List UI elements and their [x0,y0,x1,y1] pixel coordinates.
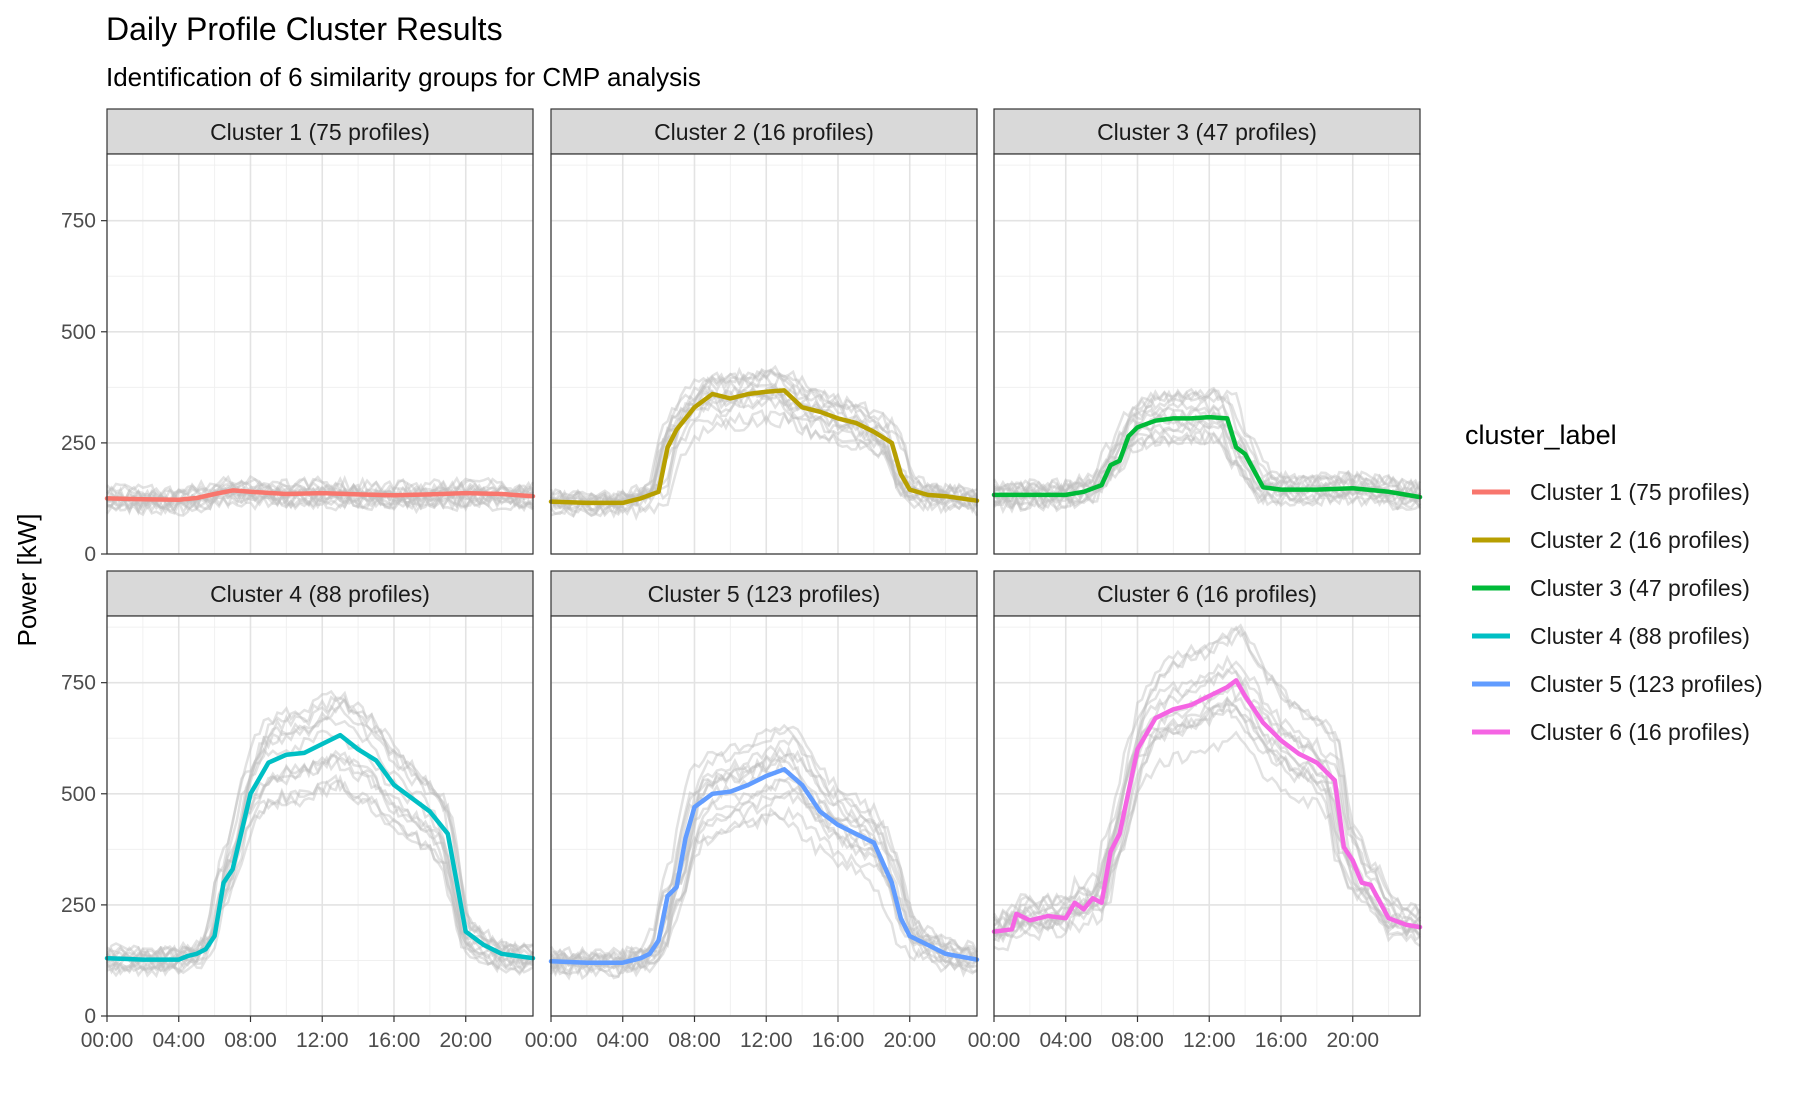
x-tick-label: 00:00 [525,1029,578,1052]
facet-panel: Cluster 1 (75 profiles) 0 250 500 750 [61,109,533,566]
x-tick-label: 08:00 [224,1029,277,1052]
facet-panel: Cluster 4 (88 profiles) 0 250 500 750 00:00 04… [61,571,533,1052]
facet-panel: Cluster 3 (47 profiles) [994,109,1420,554]
x-tick-label: 16:00 [1255,1029,1308,1052]
legend-item: Cluster 4 (88 profiles) [1472,623,1750,649]
y-tick-label: 500 [61,783,96,806]
y-tick-label: 750 [61,672,96,695]
facet-strip-label: Cluster 3 (47 profiles) [1097,119,1317,145]
legend: cluster_label Cluster 1 (75 profiles) Clu… [1465,420,1763,745]
facet-strip-label: Cluster 4 (88 profiles) [210,581,430,607]
legend-label: Cluster 4 (88 profiles) [1530,623,1750,649]
x-tick-label: 16:00 [812,1029,865,1052]
x-tick-label: 04:00 [596,1029,649,1052]
legend-label: Cluster 2 (16 profiles) [1530,527,1750,553]
legend-item: Cluster 3 (47 profiles) [1472,575,1750,601]
legend-item: Cluster 1 (75 profiles) [1472,479,1750,505]
y-tick-label: 0 [84,543,96,566]
legend-label: Cluster 3 (47 profiles) [1530,575,1750,601]
legend-label: Cluster 1 (75 profiles) [1530,479,1750,505]
chart-subtitle: Identification of 6 similarity groups fo… [106,62,701,92]
legend-item: Cluster 6 (16 profiles) [1472,719,1750,745]
y-tick-label: 750 [61,210,96,233]
x-tick-label: 00:00 [968,1029,1021,1052]
x-tick-label: 20:00 [1326,1029,1379,1052]
facet-panel: Cluster 6 (16 profiles) 00:00 04:00 08:00 12… [968,571,1420,1052]
y-tick-label: 250 [61,432,96,455]
facet-strip-label: Cluster 1 (75 profiles) [210,119,430,145]
facet-panel: Cluster 5 (123 profiles) 00:00 04:00 08:00 1… [525,571,977,1052]
facet-panels: Cluster 1 (75 profiles)0250500750Cluster… [61,109,1420,1052]
y-tick-label: 250 [61,894,96,917]
y-tick-label: 0 [84,1005,96,1028]
x-tick-label: 20:00 [439,1029,492,1052]
legend-label: Cluster 6 (16 profiles) [1530,719,1750,745]
facet-strip-label: Cluster 2 (16 profiles) [654,119,874,145]
x-tick-label: 04:00 [1039,1029,1092,1052]
x-tick-label: 00:00 [81,1029,134,1052]
x-tick-label: 12:00 [740,1029,793,1052]
facet-strip-label: Cluster 5 (123 profiles) [648,581,881,607]
x-tick-label: 12:00 [1183,1029,1236,1052]
y-tick-label: 500 [61,321,96,344]
x-tick-label: 16:00 [368,1029,421,1052]
facet-strip-label: Cluster 6 (16 profiles) [1097,581,1317,607]
x-tick-label: 20:00 [883,1029,936,1052]
x-tick-label: 08:00 [1111,1029,1164,1052]
x-tick-label: 12:00 [296,1029,349,1052]
legend-item: Cluster 5 (123 profiles) [1472,671,1763,697]
legend-item: Cluster 2 (16 profiles) [1472,527,1750,553]
y-axis-label: Power [kW] [12,514,42,647]
legend-label: Cluster 5 (123 profiles) [1530,671,1763,697]
chart-title: Daily Profile Cluster Results [106,11,503,47]
x-tick-label: 08:00 [668,1029,721,1052]
facet-panel: Cluster 2 (16 profiles) [551,109,977,554]
x-tick-label: 04:00 [152,1029,205,1052]
legend-title: cluster_label [1465,420,1617,450]
